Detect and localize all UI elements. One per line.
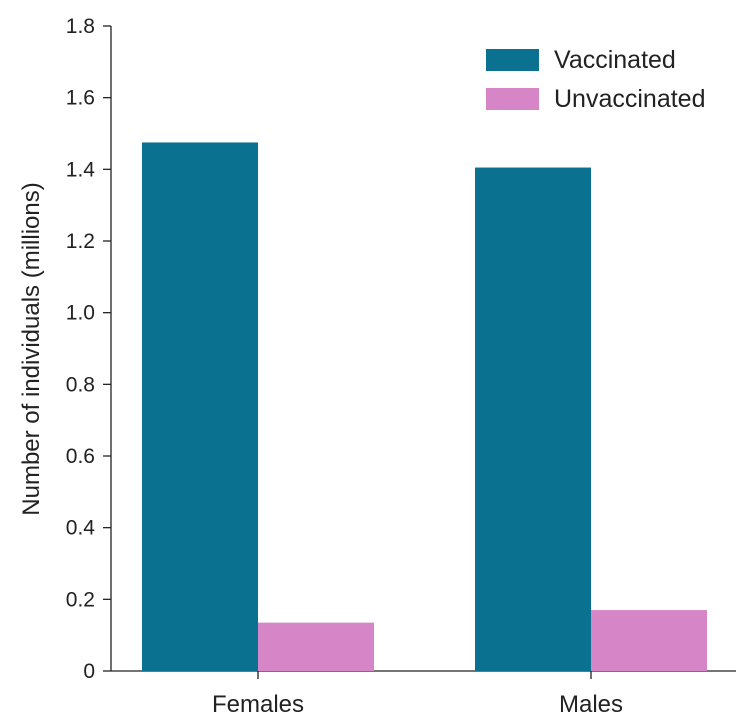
y-axis-title: Number of individuals (millions): [18, 182, 45, 515]
y-tick-label: 1.0: [66, 302, 95, 325]
bars: [142, 142, 707, 672]
y-tick-label: 0.6: [66, 445, 95, 468]
axes: Number of individuals (millions): [18, 26, 736, 672]
bar-vaccinated-females: [142, 142, 258, 672]
y-tick-label: 1.4: [66, 158, 96, 181]
y-tick-label: 1.2: [66, 230, 95, 253]
y-tick-label: 0.4: [66, 517, 96, 540]
bar-vaccinated-males: [475, 167, 591, 671]
y-tick-label: 0: [83, 660, 95, 683]
y-tick-label: 0.8: [66, 373, 95, 396]
x-category-label: Females: [212, 691, 304, 718]
legend-swatch-vaccinated: [486, 49, 539, 71]
legend-label-unvaccinated: Unvaccinated: [554, 85, 705, 113]
legend-label-vaccinated: Vaccinated: [554, 46, 676, 74]
bar-unvaccinated-males: [591, 610, 707, 671]
x-category-label: Males: [559, 691, 623, 718]
legend-swatch-unvaccinated: [486, 88, 539, 110]
y-ticks: 0 0.2 0.4 0.6 0.8 1.0 1.2 1.4 1.6 1.8: [66, 15, 111, 683]
y-tick-label: 1.8: [66, 15, 95, 38]
legend: Vaccinated Unvaccinated: [486, 46, 705, 113]
y-tick-label: 0.2: [66, 588, 95, 611]
bar-unvaccinated-females: [258, 622, 374, 671]
x-categories: Females Males: [212, 671, 623, 718]
y-tick-label: 1.6: [66, 87, 95, 110]
